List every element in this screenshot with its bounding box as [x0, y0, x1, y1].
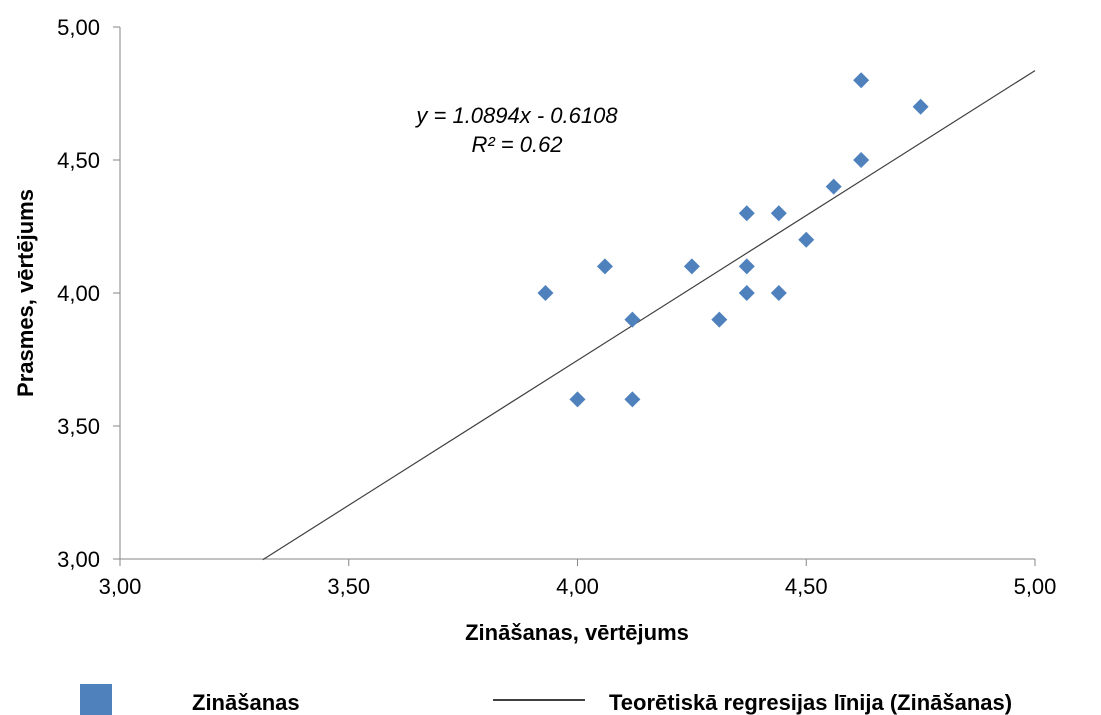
- data-point: [738, 285, 755, 301]
- data-point: [770, 205, 787, 222]
- legend-label-zinasanas: Zināšanas: [192, 690, 300, 715]
- data-point: [853, 72, 870, 89]
- legend: Zināšanas Teorētiskā regresijas līnija (…: [80, 684, 1012, 715]
- trendline-r-squared: R² = 0.62: [471, 132, 562, 157]
- y-tick-labels: 3,00 3,50 4,00 4,50 5,00: [57, 15, 120, 572]
- trendline-group: [262, 70, 1036, 561]
- data-point: [738, 205, 755, 222]
- data-point: [912, 98, 929, 115]
- x-tick-label: 3,50: [327, 574, 370, 599]
- legend-swatch-zinasanas: [80, 684, 112, 715]
- y-tick-label: 4,50: [57, 148, 100, 173]
- x-tick-labels: 3,00 3,50 4,00 4,50 5,00: [99, 559, 1057, 599]
- y-tick-label: 5,00: [57, 15, 100, 40]
- trendline-equation: y = 1.0894x - 0.6108: [414, 103, 618, 128]
- y-tick-label: 3,50: [57, 414, 100, 439]
- data-points: [537, 72, 929, 408]
- regression-line: [262, 70, 1036, 561]
- y-tick-label: 4,00: [57, 281, 100, 306]
- legend-label-trendline: Teorētiskā regresijas līnija (Zināšanas): [609, 690, 1012, 715]
- x-tick-label: 4,50: [785, 574, 828, 599]
- data-point: [825, 178, 842, 195]
- x-tick-label: 5,00: [1014, 574, 1057, 599]
- y-axis-title: Prasmes, vērtējums: [13, 189, 38, 397]
- data-point: [711, 311, 728, 328]
- x-axis-title: Zināšanas, vērtējums: [465, 620, 689, 645]
- data-point: [738, 258, 755, 275]
- data-point: [853, 152, 870, 168]
- data-point: [624, 311, 641, 328]
- data-point: [537, 285, 554, 301]
- y-tick-label: 3,00: [57, 547, 100, 572]
- data-point: [569, 391, 586, 408]
- data-point: [770, 285, 787, 301]
- data-point: [683, 258, 700, 275]
- data-point: [596, 258, 613, 275]
- data-point: [624, 391, 641, 408]
- x-tick-label: 4,00: [556, 574, 599, 599]
- x-tick-label: 3,00: [99, 574, 142, 599]
- data-point: [798, 231, 815, 248]
